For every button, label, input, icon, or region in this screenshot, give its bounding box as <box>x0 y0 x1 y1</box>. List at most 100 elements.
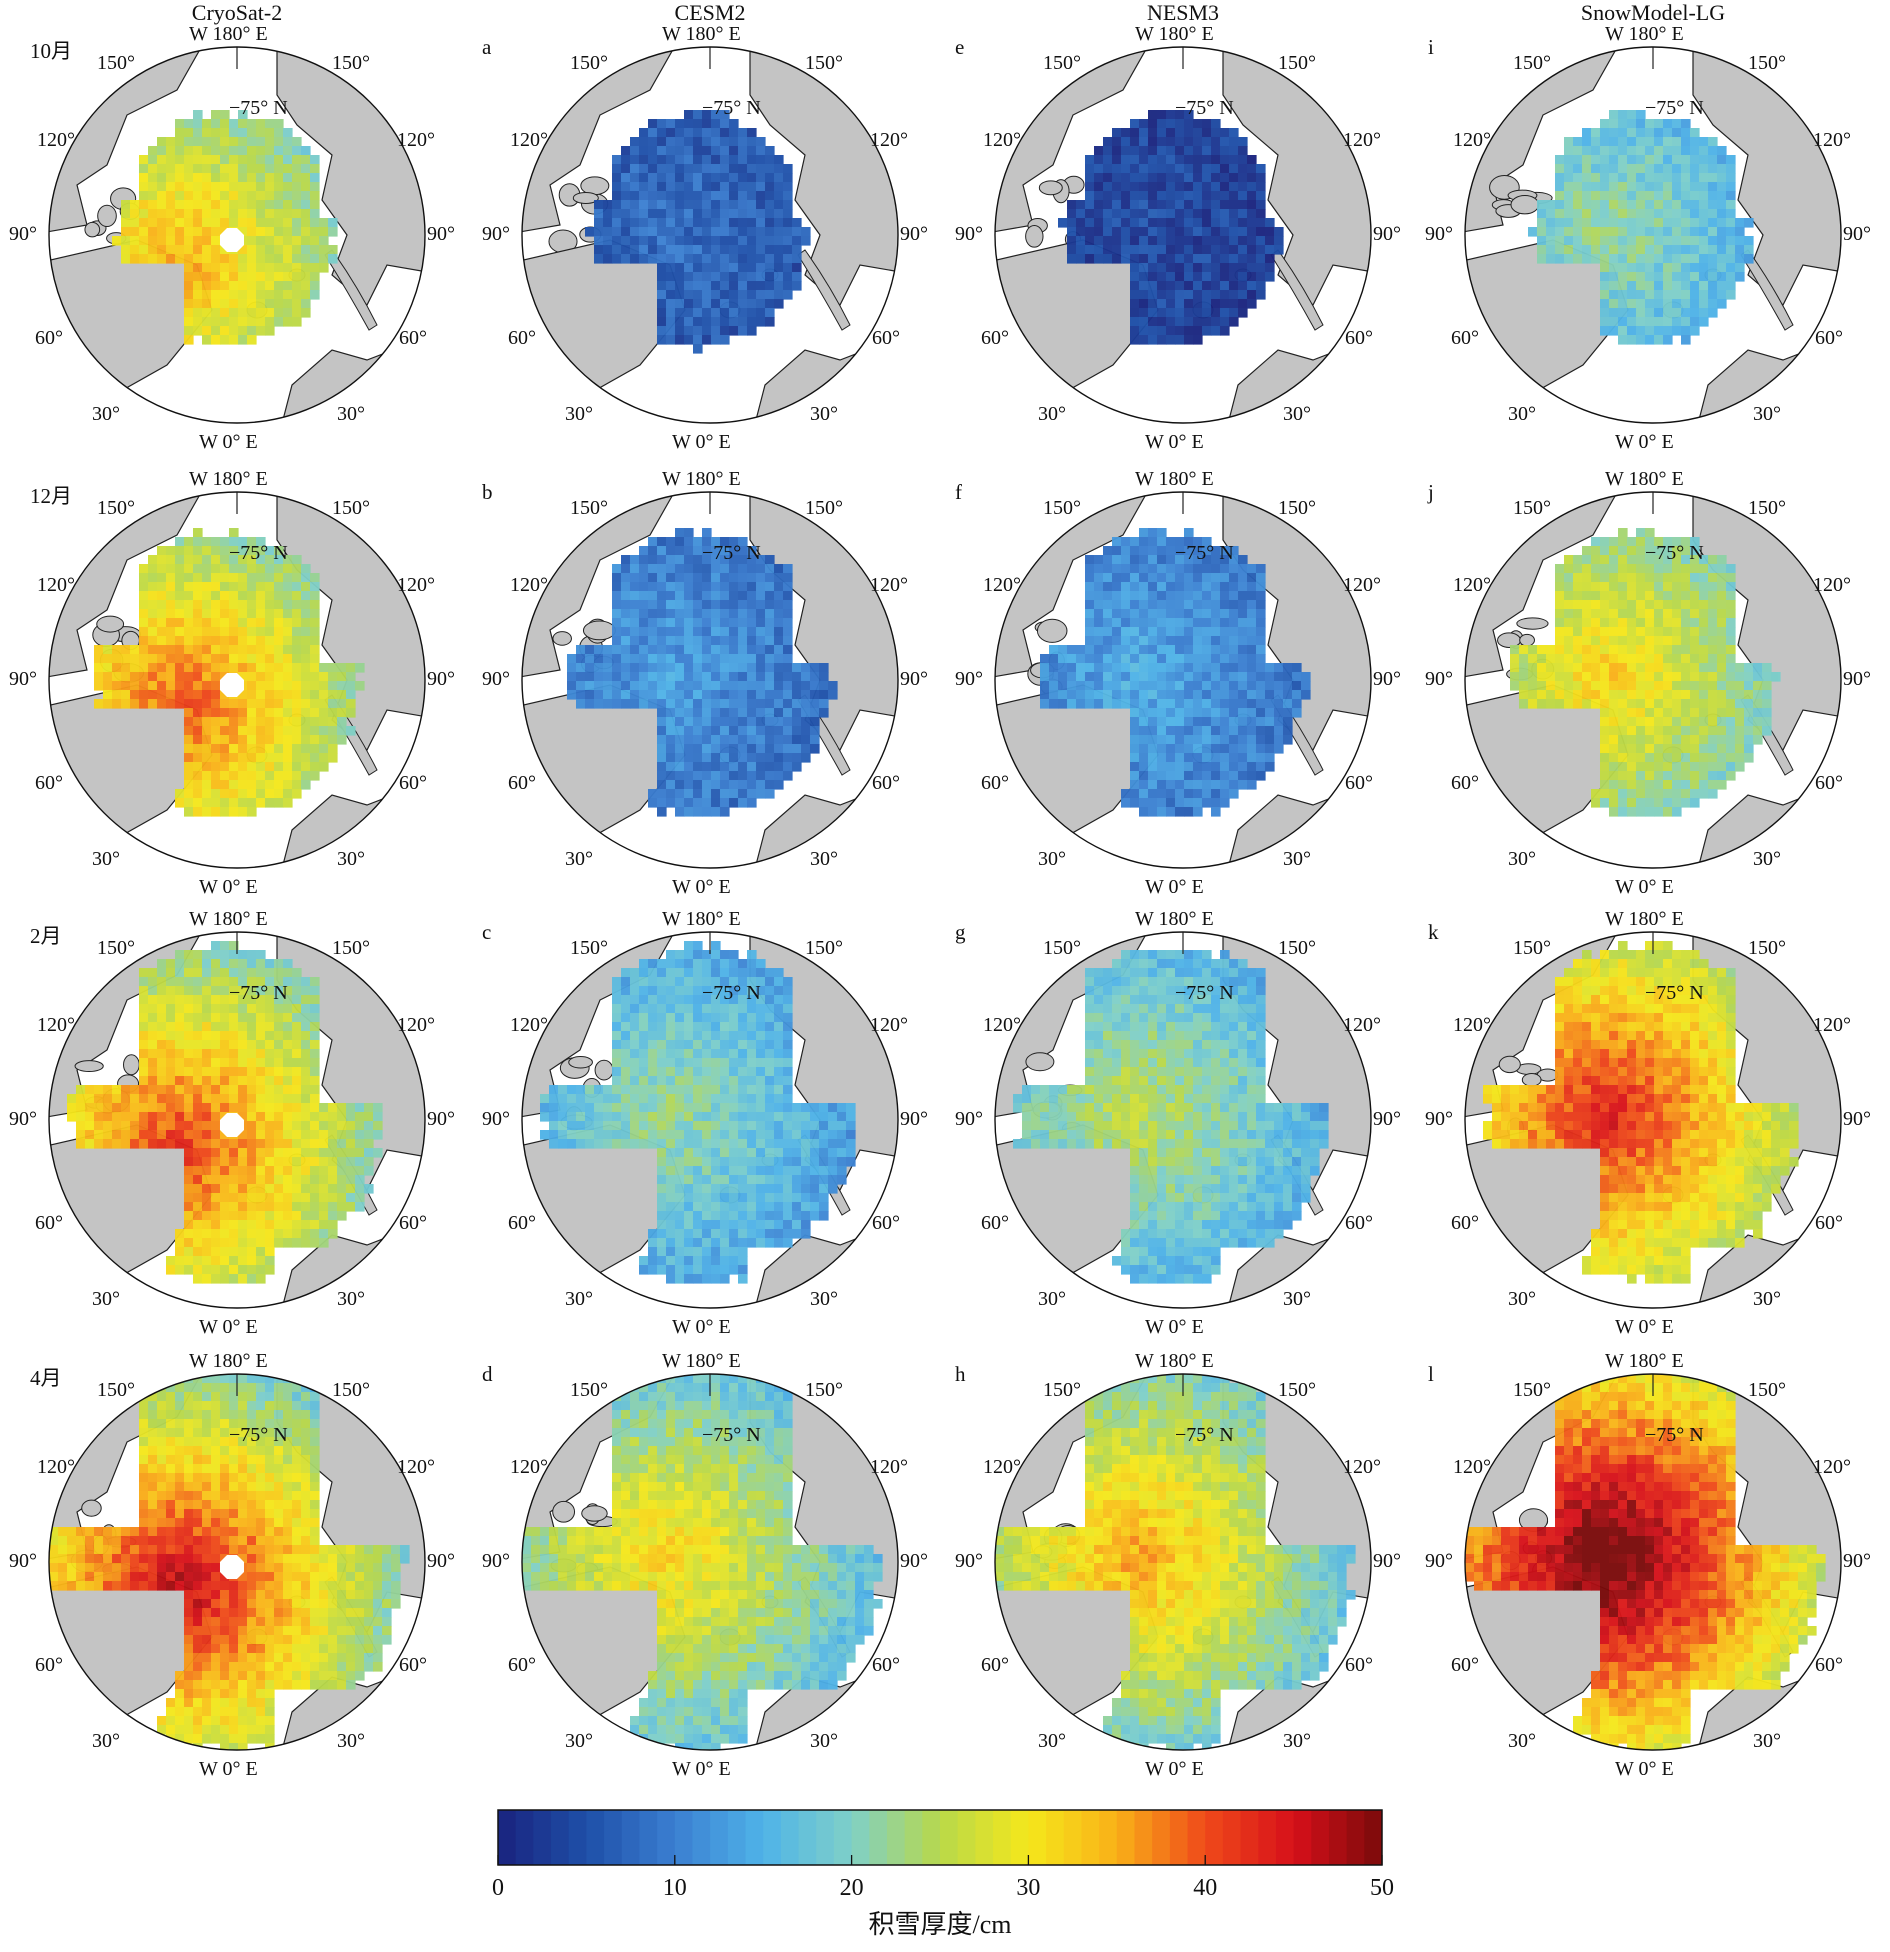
snow-cell <box>1166 681 1176 691</box>
snow-cell <box>711 290 721 300</box>
snow-cell <box>1636 789 1646 799</box>
snow-cell <box>211 272 221 282</box>
snow-cell <box>1681 600 1691 610</box>
snow-cell <box>193 762 203 772</box>
snow-cell <box>1564 245 1574 255</box>
snow-cell <box>1582 654 1592 664</box>
snow-cell <box>1247 690 1257 700</box>
snow-cell <box>229 191 239 201</box>
snow-cell <box>666 173 676 183</box>
snow-cell <box>711 789 721 799</box>
snow-cell <box>175 1040 185 1050</box>
snow-cell <box>247 1076 257 1086</box>
snow-cell <box>193 627 203 637</box>
snow-cell <box>1618 299 1628 309</box>
snow-cell <box>1618 182 1628 192</box>
snow-cell <box>783 708 793 718</box>
snow-cell <box>328 744 338 754</box>
snow-cell <box>310 1166 320 1176</box>
snow-cell <box>747 735 757 745</box>
snow-cell <box>1193 645 1203 655</box>
snow-cell <box>184 236 194 246</box>
snow-cell <box>1229 771 1239 781</box>
snow-cell <box>256 977 266 987</box>
snow-cell <box>1247 609 1257 619</box>
snow-cell <box>1121 155 1131 165</box>
snow-cell <box>1175 173 1185 183</box>
snow-cell <box>157 155 167 165</box>
snow-cell <box>193 537 203 547</box>
snow-cell <box>1094 173 1104 183</box>
snow-cell <box>720 555 730 565</box>
map-border <box>521 491 899 869</box>
snow-cell <box>1699 663 1709 673</box>
snow-cell <box>220 1103 230 1113</box>
snow-cell <box>310 600 320 610</box>
snow-cell <box>1564 155 1574 165</box>
snow-cell <box>783 744 793 754</box>
snow-cell <box>1292 672 1302 682</box>
snow-cell <box>1708 771 1718 781</box>
snow-cell <box>310 1157 320 1167</box>
snow-cell <box>639 182 649 192</box>
snow-cell <box>220 986 230 996</box>
snow-cell <box>229 546 239 556</box>
snow-cell <box>76 1130 86 1140</box>
snow-cell <box>175 663 185 673</box>
snow-cell <box>1645 789 1655 799</box>
snow-cell <box>1175 227 1185 237</box>
snow-cell <box>310 753 320 763</box>
snow-cell <box>229 582 239 592</box>
snow-cell <box>103 654 113 664</box>
snow-cell <box>693 308 703 318</box>
snow-cell <box>130 254 140 264</box>
snow-cell <box>657 582 667 592</box>
snow-cell <box>121 645 131 655</box>
snow-cell <box>211 941 221 951</box>
snow-cell <box>1121 218 1131 228</box>
snow-cell <box>765 618 775 628</box>
snow-cell <box>202 672 212 682</box>
snow-cell <box>1726 591 1736 601</box>
snow-cell <box>1618 191 1628 201</box>
snow-cell <box>702 798 712 808</box>
snow-cell <box>1681 263 1691 273</box>
snow-cell <box>621 618 631 628</box>
snow-cell <box>1591 672 1601 682</box>
snow-cell <box>1636 600 1646 610</box>
snow-cell <box>157 681 167 691</box>
snow-cell <box>1085 164 1095 174</box>
snow-cell <box>657 182 667 192</box>
snow-cell <box>1130 744 1140 754</box>
snow-cell <box>238 1175 248 1185</box>
snow-cell <box>112 672 122 682</box>
snow-cell <box>1148 726 1158 736</box>
snow-cell <box>1636 654 1646 664</box>
snow-cell <box>1148 272 1158 282</box>
snow-cell <box>103 672 113 682</box>
snow-cell <box>130 236 140 246</box>
snow-cell <box>765 218 775 228</box>
snow-cell <box>283 128 293 138</box>
snow-cell <box>175 636 185 646</box>
snow-cell <box>1681 690 1691 700</box>
snow-cell <box>202 627 212 637</box>
snow-cell <box>1600 317 1610 327</box>
snow-cell <box>1157 672 1167 682</box>
snow-cell <box>238 591 248 601</box>
snow-cell <box>1265 735 1275 745</box>
snow-cell <box>247 1013 257 1023</box>
snow-cell <box>301 173 311 183</box>
snow-cell <box>1618 173 1628 183</box>
snow-cell <box>1690 564 1700 574</box>
snow-cell <box>1546 236 1556 246</box>
snow-cell <box>1690 798 1700 808</box>
snow-cell <box>756 762 766 772</box>
snow-cell <box>1663 627 1673 637</box>
snow-cell <box>1600 218 1610 228</box>
snow-cell <box>184 977 194 987</box>
snow-cell <box>265 726 275 736</box>
snow-cell <box>720 618 730 628</box>
snow-cell <box>738 236 748 246</box>
snow-cell <box>1537 218 1547 228</box>
